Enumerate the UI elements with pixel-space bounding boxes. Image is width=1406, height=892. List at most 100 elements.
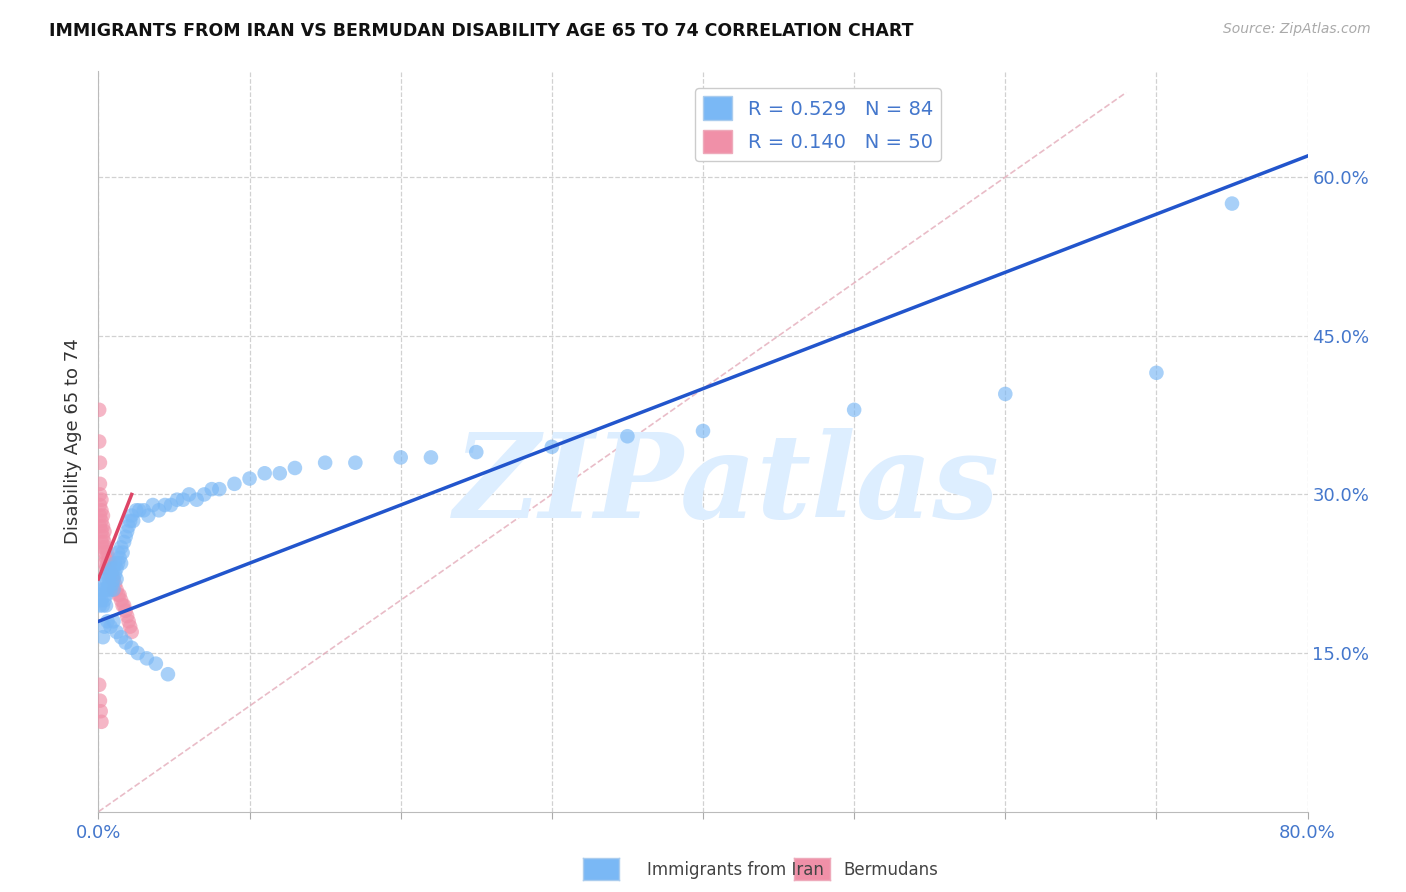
Point (93, 535, 115, 549)
Point (89, 599, 111, 613)
Point (91, 508, 114, 523)
Point (112, 535, 135, 549)
Point (120, 514, 142, 528)
Point (172, 492, 194, 507)
Point (136, 508, 159, 523)
Point (112, 599, 135, 613)
Point (269, 467, 291, 481)
Point (994, 387, 1017, 401)
Text: Immigrants from Iran: Immigrants from Iran (647, 861, 824, 879)
Text: IMMIGRANTS FROM IRAN VS BERMUDAN DISABILITY AGE 65 TO 74 CORRELATION CHART: IMMIGRANTS FROM IRAN VS BERMUDAN DISABIL… (49, 22, 914, 40)
Point (132, 503, 155, 517)
Point (101, 577, 124, 591)
Text: Source: ZipAtlas.com: Source: ZipAtlas.com (1223, 22, 1371, 37)
Point (96, 615, 118, 629)
Point (96, 566, 118, 581)
Point (89, 498, 111, 512)
Point (344, 456, 367, 470)
Point (93, 582, 115, 597)
Point (540, 440, 562, 454)
Point (89, 588, 111, 602)
Point (98, 572, 121, 586)
Point (105, 582, 128, 597)
Point (100, 566, 122, 581)
Point (118, 615, 141, 629)
Point (89, 476, 111, 491)
Point (89, 402, 111, 417)
Point (93, 593, 115, 607)
Point (107, 546, 129, 560)
Point (96, 556, 118, 570)
Point (145, 657, 167, 671)
Point (148, 503, 170, 517)
Point (93, 546, 115, 560)
Point (166, 492, 188, 507)
Point (156, 667, 179, 681)
Point (89, 678, 111, 692)
Point (314, 456, 336, 470)
Point (110, 541, 132, 555)
Point (94, 541, 117, 555)
Point (110, 630, 132, 644)
Point (103, 572, 125, 586)
Point (135, 651, 157, 665)
Point (844, 402, 866, 417)
Point (121, 624, 143, 639)
Point (120, 620, 142, 634)
Point (104, 566, 127, 581)
Point (104, 556, 127, 570)
Point (89, 519, 111, 533)
Point (103, 561, 125, 575)
Point (107, 588, 129, 602)
Point (465, 445, 488, 459)
Point (105, 624, 128, 639)
Point (98, 561, 121, 575)
Point (103, 582, 125, 597)
Point (89, 456, 111, 470)
Point (153, 498, 176, 512)
Text: Bermudans: Bermudans (844, 861, 938, 879)
Point (284, 461, 307, 475)
Point (101, 572, 124, 586)
Point (89, 508, 111, 523)
Y-axis label: Disability Age 65 to 74: Disability Age 65 to 74 (65, 339, 83, 544)
Point (114, 635, 136, 649)
Point (91, 530, 114, 544)
Point (91, 630, 114, 644)
Point (118, 519, 141, 533)
Point (114, 604, 136, 618)
Point (105, 572, 128, 586)
Point (125, 503, 148, 517)
Point (96, 546, 118, 560)
Point (128, 503, 150, 517)
Point (127, 646, 149, 660)
Point (103, 582, 125, 597)
Point (107, 556, 129, 570)
Point (122, 514, 145, 528)
Point (90, 714, 112, 729)
Point (100, 566, 122, 581)
Point (1220, 196, 1243, 211)
Point (90, 704, 112, 718)
Point (94, 561, 117, 575)
Point (103, 572, 125, 586)
Point (94, 550, 117, 565)
Point (108, 588, 131, 602)
Point (91, 577, 114, 591)
Point (616, 429, 638, 443)
Point (96, 582, 118, 597)
Point (193, 487, 215, 501)
Point (108, 550, 131, 565)
Text: ZIPatlas: ZIPatlas (454, 428, 1000, 543)
Point (101, 566, 124, 581)
Point (110, 593, 132, 607)
Point (94, 572, 117, 586)
Point (90, 524, 112, 539)
Point (186, 492, 208, 507)
Point (160, 498, 183, 512)
Point (90, 535, 112, 549)
Point (89, 434, 111, 449)
Point (692, 424, 714, 438)
Point (91, 519, 114, 533)
Point (94, 588, 117, 602)
